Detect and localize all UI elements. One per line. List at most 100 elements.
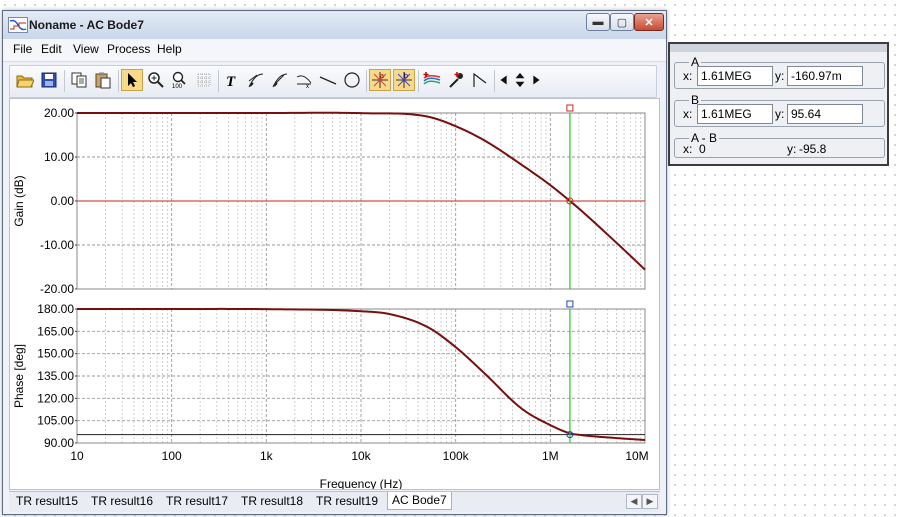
text-tool-icon[interactable]: T: [221, 69, 243, 91]
circle-tool-icon[interactable]: [341, 69, 363, 91]
cursor-b-x-field[interactable]: 1.61MEG: [697, 104, 773, 124]
add-curve-icon[interactable]: [421, 69, 443, 91]
cursor-b-handle[interactable]: [566, 300, 574, 308]
minimize-button[interactable]: ▬: [586, 13, 610, 31]
tab-tr-result18[interactable]: TR result18: [241, 494, 304, 508]
curve-label-alt-icon[interactable]: [269, 69, 291, 91]
tab-tr-result16[interactable]: TR result16: [91, 494, 154, 508]
gain-cursor-crossing: [566, 197, 574, 205]
cursor-diff-label: A - B: [689, 131, 720, 145]
cursor-diff-y-label: y:: [787, 142, 797, 156]
paste-icon[interactable]: [92, 69, 114, 91]
gain-y-tick-labels: 20.00 10.00 0.00 -10.00 -20.00: [40, 106, 77, 296]
cursor-a-label: A: [689, 55, 702, 69]
menu-help[interactable]: Help: [157, 42, 182, 56]
tab-tr-result17[interactable]: TR result17: [166, 494, 229, 508]
tab-tr-result19[interactable]: TR result19: [316, 494, 379, 508]
gain-y-tick-label: 10.00: [44, 150, 74, 164]
tab-scroll-left-icon[interactable]: ◀: [626, 494, 642, 509]
tab-tr-result15[interactable]: TR result15: [16, 494, 79, 508]
cursor-diff-x-value: 0: [699, 142, 706, 156]
cursor-window-title-strip[interactable]: [670, 44, 887, 52]
cursor-b-glyph: b: [404, 73, 408, 80]
bode-plot-panel[interactable]: 20.00 10.00 0.00 -10.00 -20.00 180.00 165.00 1…: [9, 98, 660, 490]
cursor-a-glyph: a: [380, 73, 384, 80]
cursor-b-y-label: y:: [775, 107, 785, 121]
menu-file[interactable]: File: [13, 42, 33, 56]
phase-y-tick-label: 90.00: [44, 436, 74, 450]
left-arrow-icon[interactable]: [496, 69, 512, 91]
line-tool-icon[interactable]: [317, 69, 339, 91]
phase-y-tick-label: 150.00: [37, 347, 74, 361]
tab-scroll-right-icon[interactable]: ▶: [642, 494, 658, 509]
cursor-a-x-label: x:: [683, 69, 693, 83]
eyedropper-icon[interactable]: [445, 69, 467, 91]
cursor-a-x-field[interactable]: 1.61MEG: [697, 66, 773, 86]
updown-arrow-icon[interactable]: [512, 69, 528, 91]
cursor-diff-y-value: -95.8: [799, 142, 827, 156]
svg-text:x: x: [306, 84, 309, 89]
cursor-b-group: B x: 1.61MEG y: 95.64: [674, 93, 885, 127]
cursor-a-handle[interactable]: [566, 104, 574, 112]
cursor-a-group: A x: 1.61MEG y: -160.97m: [674, 55, 885, 89]
phase-y-tick-label: 165.00: [37, 324, 74, 338]
cursor-diff-x-label: x:: [683, 142, 693, 156]
phase-grid: [76, 308, 646, 444]
cursor-b-x-label: x:: [683, 107, 693, 121]
text-tool-glyph: T: [226, 74, 236, 89]
x-tick-label: 1k: [260, 449, 274, 463]
svg-text:100: 100: [172, 84, 183, 89]
cursor-b-label: B: [689, 93, 702, 107]
curve-label-icon[interactable]: [245, 69, 267, 91]
window-title: Noname - AC Bode7: [29, 18, 144, 32]
menu-bar: File Edit View Process Help: [3, 39, 666, 62]
menu-process[interactable]: Process: [107, 42, 151, 56]
frequency-axis-label: Frequency (Hz): [320, 477, 403, 489]
phase-y-tick-labels: 180.00 165.00 150.00 135.00 120.00 105.00 90.0…: [37, 302, 77, 450]
x-tick-label: 10k: [351, 449, 371, 463]
gain-axis-label: Gain (dB): [12, 175, 26, 226]
title-bar[interactable]: Noname - AC Bode7 ▬ ▢ ✕: [3, 11, 666, 39]
close-button[interactable]: ✕: [634, 13, 664, 31]
phase-cursor-marker: [566, 431, 574, 439]
gain-cursor-marker: [566, 197, 574, 205]
gain-curve: [77, 111, 646, 271]
cursor-readout-window: A x: 1.61MEG y: -160.97m B x: 1.61MEG y:…: [668, 42, 889, 166]
cursor-diff-group: A - B x: 0 y: -95.8: [674, 131, 885, 158]
x-tick-label: 10: [70, 449, 84, 463]
gain-y-tick-label: -20.00: [40, 282, 74, 296]
step-icon[interactable]: [469, 69, 491, 91]
cursor-a-y-field[interactable]: -160.97m: [787, 66, 863, 86]
phase-curve: [77, 307, 646, 442]
phase-y-tick-label: 120.00: [37, 391, 74, 405]
zoom-in-icon[interactable]: [145, 69, 167, 91]
phase-axis-label: Phase [deg]: [12, 344, 26, 408]
bode-app-icon: [8, 17, 28, 33]
open-folder-icon[interactable]: [14, 69, 36, 91]
pointer-icon[interactable]: [121, 69, 143, 91]
toolbar: 100 T x a b: [9, 65, 657, 98]
grid-icon[interactable]: [193, 69, 215, 91]
cursor-a-icon[interactable]: a: [369, 69, 391, 91]
curve-label-x-icon[interactable]: x: [293, 69, 315, 91]
phase-cursor-crossing: [566, 431, 574, 439]
cursor-a-y-label: y:: [775, 69, 785, 83]
cursor-b-icon[interactable]: b: [393, 69, 415, 91]
result-tab-bar: TR result15 TR result16 TR result17 TR r…: [9, 491, 660, 512]
x-tick-labels: 10 100 1k 10k 100k 1M 10M: [70, 449, 648, 463]
x-tick-label: 100: [162, 449, 182, 463]
maximize-button[interactable]: ▢: [610, 13, 634, 31]
save-icon[interactable]: [38, 69, 60, 91]
gain-y-tick-label: 0.00: [51, 194, 75, 208]
x-tick-label: 1M: [542, 449, 559, 463]
copy-icon[interactable]: [68, 69, 90, 91]
gain-y-tick-label: 20.00: [44, 106, 74, 120]
zoom-100-icon[interactable]: 100: [169, 69, 191, 91]
phase-y-tick-label: 180.00: [37, 302, 74, 316]
cursor-b-y-field[interactable]: 95.64: [787, 104, 863, 124]
right-arrow-icon[interactable]: [528, 69, 544, 91]
menu-view[interactable]: View: [73, 42, 99, 56]
tab-ac-bode7[interactable]: AC Bode7: [387, 492, 452, 510]
menu-edit[interactable]: Edit: [41, 42, 62, 56]
